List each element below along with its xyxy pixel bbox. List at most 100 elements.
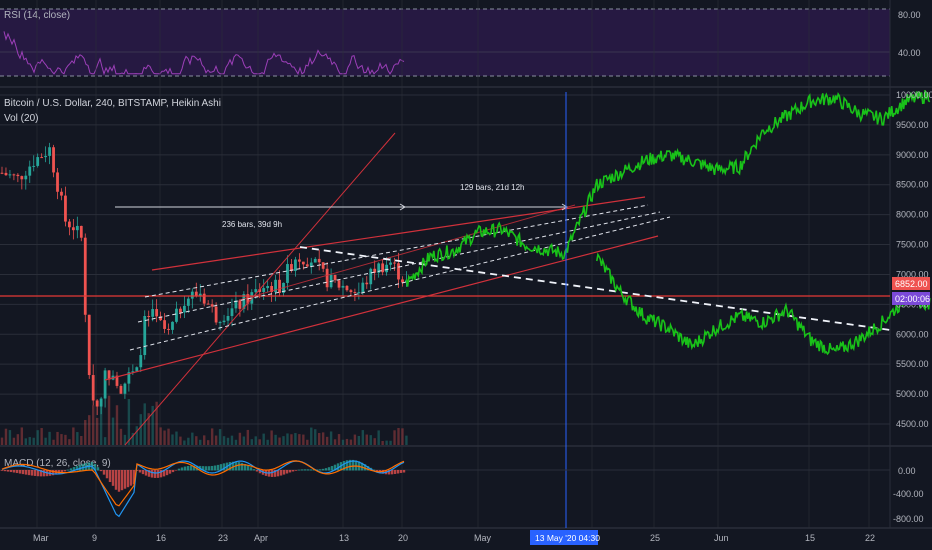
candle-54 — [214, 306, 218, 323]
macd-hist-317 — [315, 469, 319, 471]
volume-bar-86 — [341, 439, 345, 445]
projection-line-2[interactable] — [596, 252, 931, 356]
candle-0 — [0, 172, 4, 174]
candle-94 — [373, 268, 377, 273]
descending-trendline[interactable] — [299, 246, 891, 331]
channel-lower-2[interactable] — [124, 132, 396, 446]
candle-25 — [99, 398, 103, 407]
volume-bars — [0, 395, 408, 445]
volume-bar-65 — [258, 439, 261, 445]
time-tick-1: 9 — [92, 533, 97, 543]
time-tick-5: 13 — [339, 533, 349, 543]
candle-15 — [60, 191, 63, 196]
volume-bar-58 — [230, 435, 234, 445]
candle-19 — [75, 225, 79, 231]
volume-bar-16 — [64, 434, 67, 445]
volume-bar-62 — [246, 429, 250, 445]
candle-45 — [179, 308, 182, 313]
macd-hist-143 — [141, 470, 145, 475]
time-tick-4: Apr — [254, 533, 268, 543]
candle-68 — [270, 285, 274, 292]
candle-27 — [107, 370, 111, 380]
projections[interactable] — [405, 90, 931, 356]
volume-bar-13 — [52, 439, 55, 445]
volume-bar-53 — [210, 428, 214, 445]
rsi-line — [3, 31, 405, 76]
macd-hist-149 — [147, 470, 151, 477]
macd-hist-230 — [228, 462, 232, 471]
volume-bar-45 — [179, 436, 182, 445]
volume-bar-63 — [250, 439, 253, 445]
macd-hist-62 — [60, 470, 64, 473]
macd-panel[interactable]: MACD (12, 26, close, 9) 0.00 -400.00 -80… — [0, 458, 924, 524]
volume-bar-19 — [76, 432, 79, 445]
volume-bar-9 — [36, 430, 39, 445]
volume-bar-77 — [306, 439, 309, 445]
macd-tick-0: 0.00 — [898, 466, 916, 476]
candle-17 — [68, 221, 71, 228]
macd-hist-365 — [363, 464, 367, 471]
time-tick-7: May — [474, 533, 492, 543]
candle-46 — [182, 305, 186, 313]
fork-mid-2[interactable] — [137, 211, 661, 323]
macd-hist-2 — [0, 470, 4, 471]
candle-91 — [361, 282, 365, 293]
time-tick-3: 23 — [218, 533, 228, 543]
volume-bar-23 — [91, 405, 95, 445]
macd-hist-311 — [309, 469, 313, 471]
candle-58 — [230, 308, 234, 317]
candle-66 — [262, 288, 266, 292]
macd-hist-221 — [219, 464, 223, 471]
macd-hist-5 — [3, 470, 7, 472]
volume-bar-79 — [314, 429, 317, 445]
candle-52 — [206, 303, 210, 305]
rsi-tick-40: 40.00 — [898, 48, 921, 58]
volume-bar-60 — [238, 432, 242, 445]
volume-bar-40 — [159, 427, 162, 445]
macd-hist-332 — [330, 466, 334, 471]
volume-bar-29 — [115, 405, 119, 445]
projection-line-1[interactable] — [405, 90, 931, 287]
candle-49 — [194, 291, 198, 296]
candle-32 — [127, 372, 131, 384]
volume-bar-10 — [40, 428, 43, 445]
fork-mid-1[interactable] — [144, 204, 649, 298]
candle-53 — [210, 304, 214, 307]
macd-hist-116 — [114, 470, 118, 490]
macd-hist-176 — [174, 470, 178, 471]
candle-86 — [341, 285, 345, 288]
volume-bar-26 — [103, 437, 107, 445]
crosshair-time-badge — [530, 530, 598, 545]
volume-bar-94 — [373, 438, 376, 445]
volume-bar-70 — [278, 437, 281, 445]
channel-upper-2[interactable] — [239, 204, 576, 301]
candle-64 — [254, 289, 258, 293]
candle-35 — [139, 355, 143, 368]
volume-bar-81 — [321, 432, 325, 445]
volume-bar-5 — [20, 427, 24, 445]
volume-bar-59 — [234, 439, 238, 445]
macd-hist-284 — [282, 470, 286, 475]
volume-bar-66 — [262, 433, 265, 445]
candle-74 — [294, 259, 297, 271]
candle-90 — [357, 292, 361, 294]
measure-arrow-2-head — [561, 203, 568, 211]
candle-39 — [155, 309, 159, 317]
candles[interactable] — [0, 142, 408, 416]
candle-57 — [226, 316, 230, 321]
volume-bar-18 — [72, 427, 75, 445]
fork-mid-3[interactable] — [129, 216, 671, 351]
rsi-panel[interactable]: RSI (14, close) 80.00 40.00 — [0, 8, 921, 77]
macd-hist-347 — [345, 460, 349, 471]
macd-hist-161 — [159, 470, 163, 478]
price-tick-0: 10000.00 — [896, 90, 932, 100]
macd-hist-206 — [204, 466, 208, 471]
macd-hist-296 — [294, 470, 298, 471]
candle-98 — [389, 262, 392, 265]
candle-3 — [12, 174, 16, 176]
volume-bar-27 — [107, 395, 111, 445]
macd-hist-344 — [342, 461, 346, 471]
volume-bar-31 — [123, 434, 127, 445]
candle-21 — [83, 237, 87, 315]
